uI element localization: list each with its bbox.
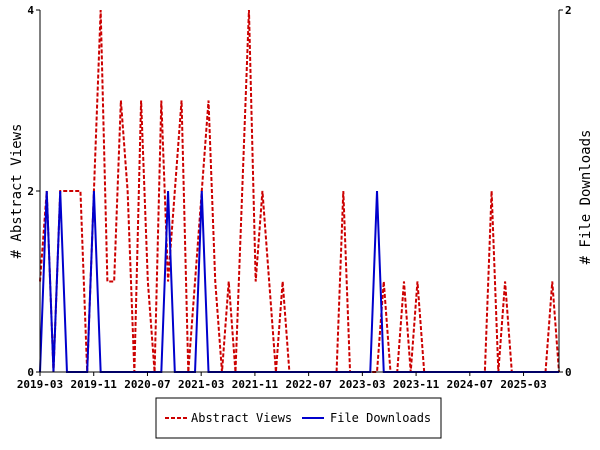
- legend: Abstract Views File Downloads: [155, 397, 442, 439]
- x-tick-label: 2023-03: [339, 378, 385, 391]
- x-tick-label: 2019-03: [17, 378, 63, 391]
- x-tick-label: 2022-07: [285, 378, 331, 391]
- x-tick-label: 2021-03: [178, 378, 224, 391]
- x-tick-label: 2025-03: [500, 378, 546, 391]
- legend-label-file-downloads: File Downloads: [330, 411, 431, 425]
- y-left-tick-label: 0: [27, 366, 34, 379]
- x-tick-label: 2021-11: [232, 378, 279, 391]
- y-left-tick-label: 2: [27, 185, 34, 198]
- x-tick-label: 2024-07: [447, 378, 493, 391]
- y-left-tick-label: 4: [27, 4, 34, 17]
- y-axis-left-title: # Abstract Views: [9, 124, 25, 259]
- y-axis-right-title: # File Downloads: [578, 130, 594, 265]
- x-tick-label: 2020-07: [124, 378, 170, 391]
- legend-label-abstract-views: Abstract Views: [191, 411, 292, 425]
- plot-area: [40, 10, 559, 372]
- legend-box: [155, 397, 442, 439]
- x-tick-label: 2019-11: [71, 378, 118, 391]
- x-tick-label: 2023-11: [393, 378, 440, 391]
- y-right-tick-label: 0: [565, 366, 572, 379]
- y-right-tick-label: 2: [565, 4, 572, 17]
- series-line-abstract-views: [39, 9, 560, 373]
